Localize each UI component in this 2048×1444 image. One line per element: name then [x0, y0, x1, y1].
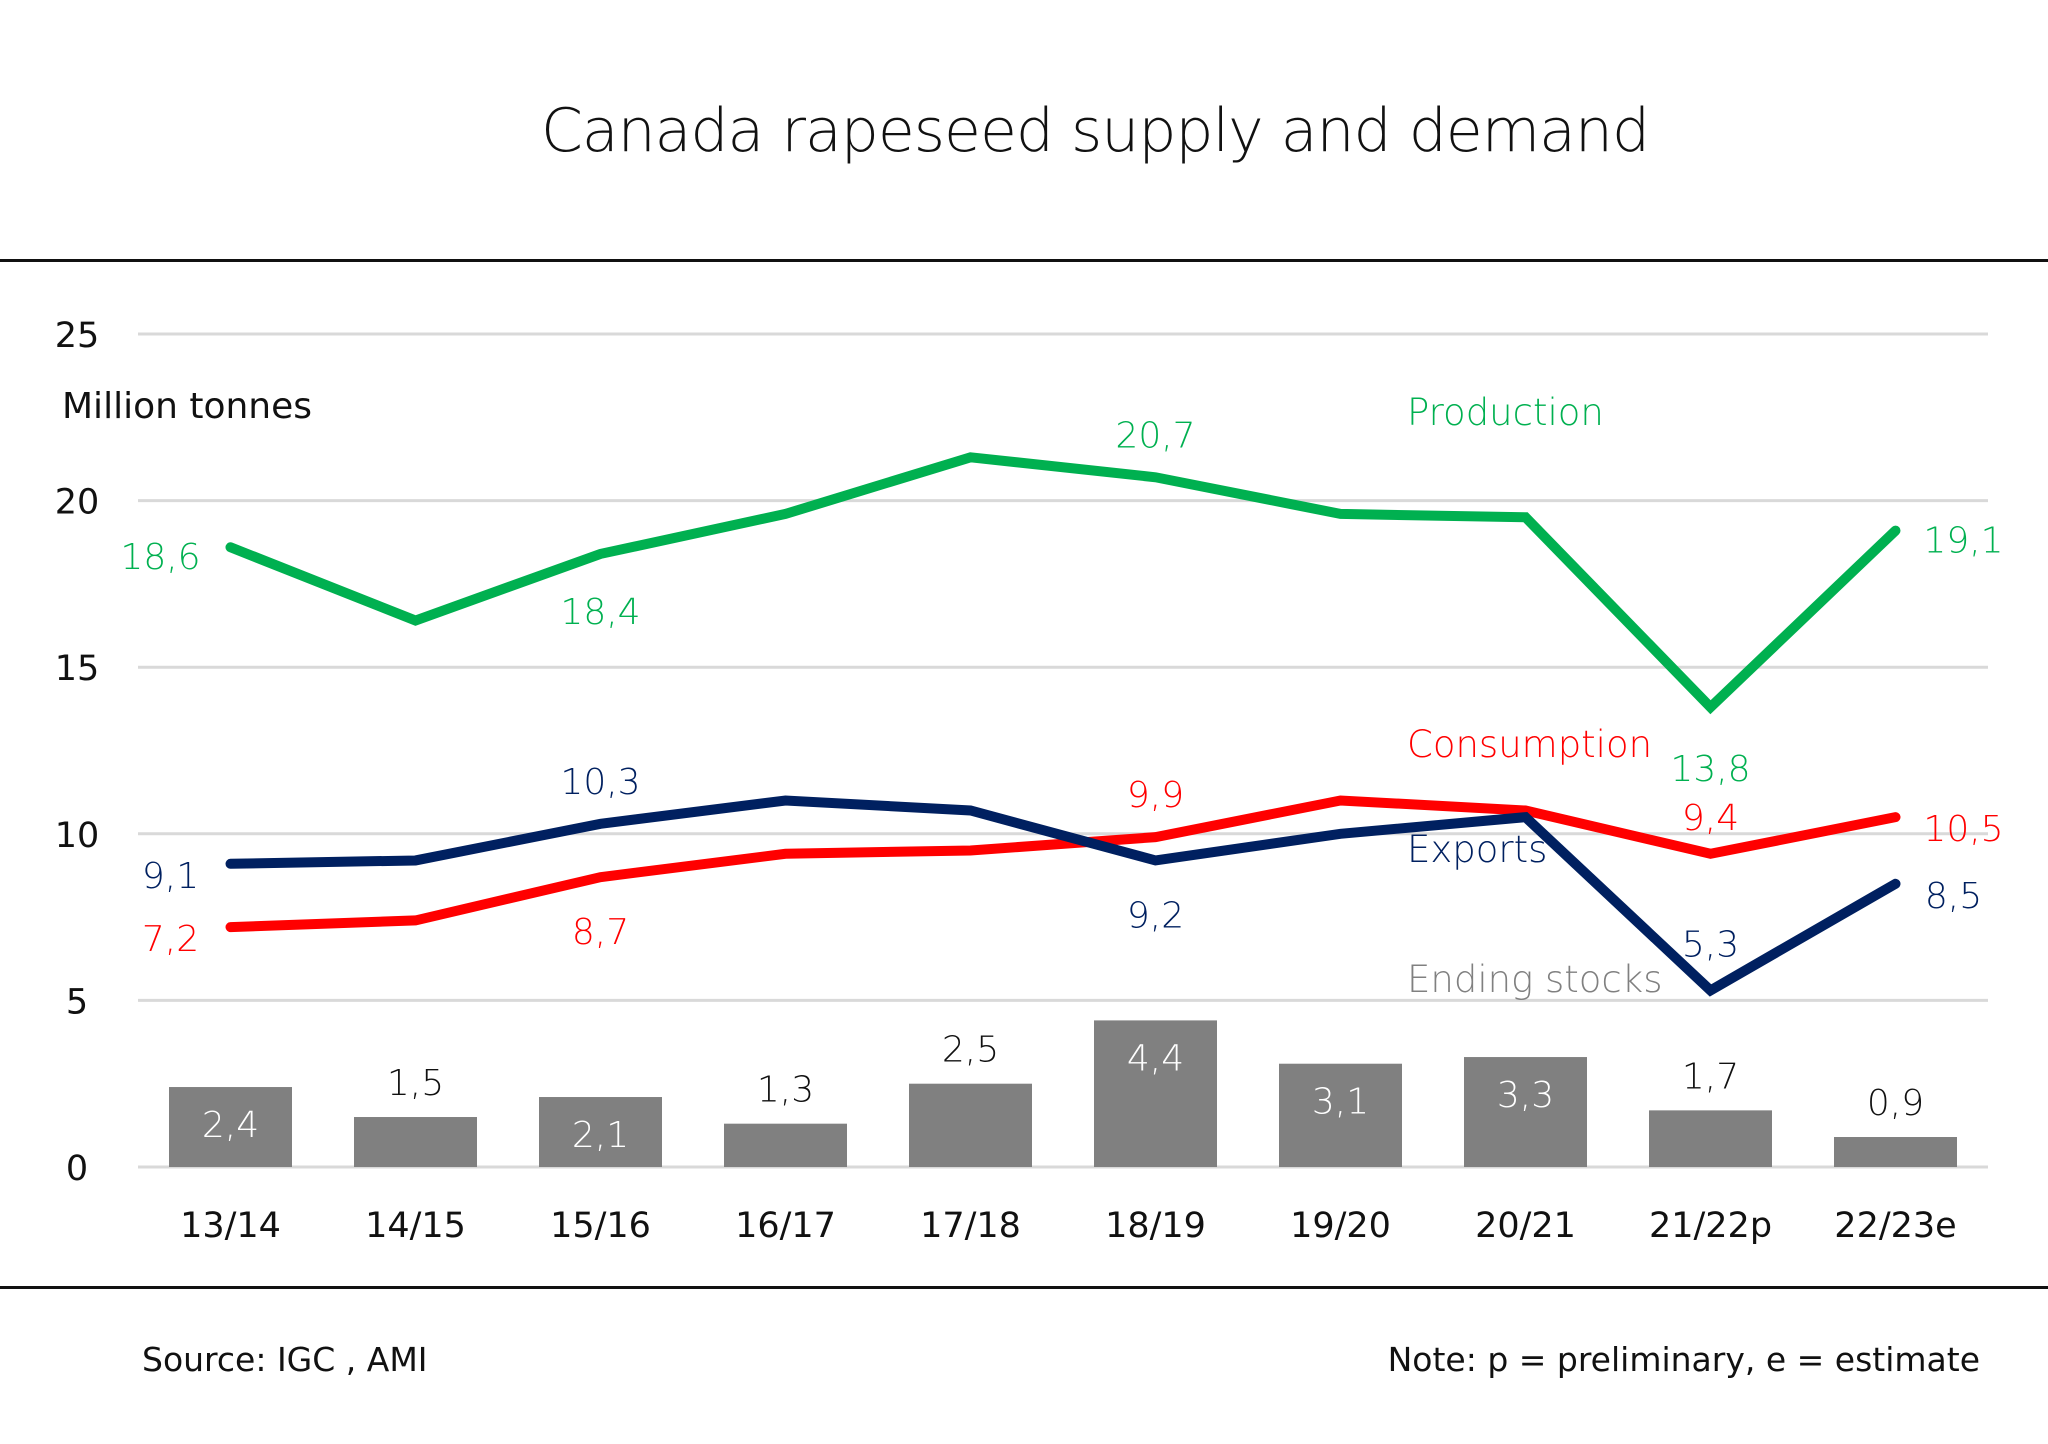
bar-ending-stocks	[539, 1097, 662, 1167]
y-tick-label: 20	[55, 483, 100, 523]
line-data-label: 18,6	[120, 537, 200, 578]
line-data-label: 9,2	[1127, 895, 1184, 936]
x-tick-label: 18/19	[1105, 1206, 1206, 1246]
bar-data-label: 3,1	[1312, 1082, 1369, 1123]
y-tick-label: 0	[66, 1149, 88, 1189]
x-tick-label: 17/18	[920, 1206, 1021, 1246]
x-tick-label: 16/17	[735, 1206, 836, 1246]
x-tick-label: 21/22p	[1649, 1206, 1772, 1246]
bar-ending-stocks	[1464, 1057, 1587, 1167]
y-tick-label: 5	[66, 982, 88, 1022]
bar-data-label: 0,9	[1867, 1083, 1924, 1124]
y-tick-label: 10	[55, 816, 100, 856]
x-tick-label: 14/15	[365, 1206, 466, 1246]
bar-ending-stocks	[1279, 1063, 1402, 1167]
line-data-label: 19,1	[1923, 521, 2003, 562]
x-tick-label: 19/20	[1290, 1206, 1391, 1246]
definition-note: Note: p = preliminary, e = estimate	[1387, 1340, 1980, 1379]
line-data-label: 13,8	[1670, 749, 1750, 790]
line-data-label: 20,7	[1115, 415, 1195, 456]
x-tick-label: 13/14	[180, 1206, 281, 1246]
ending-stocks-bars	[169, 1020, 1957, 1167]
top-divider	[0, 259, 2048, 262]
series-name-labels: Production Consumption Exports Ending stock…	[1407, 391, 1662, 1001]
y-axis-ticks: 0 5 10 15 20 25	[55, 316, 100, 1189]
bar-data-label: 2,4	[202, 1105, 259, 1146]
bar-ending-stocks	[354, 1117, 477, 1167]
bar-ending-stocks	[1834, 1137, 1957, 1167]
line-data-label: 10,5	[1923, 809, 2003, 850]
line-data-label: 8,5	[1925, 876, 1982, 917]
bar-data-label: 3,3	[1497, 1075, 1554, 1116]
line-data-label: 18,4	[560, 592, 640, 633]
x-tick-label: 20/21	[1475, 1206, 1576, 1246]
line-consumption	[225, 795, 1901, 933]
line-data-label: 9,9	[1127, 775, 1184, 816]
x-tick-label: 22/23e	[1834, 1206, 1956, 1246]
y-tick-label: 15	[55, 649, 100, 689]
bar-data-label: 2,1	[572, 1115, 629, 1156]
bottom-divider	[0, 1286, 2048, 1289]
series-label-production: Production	[1407, 391, 1604, 434]
series-label-exports: Exports	[1407, 828, 1547, 871]
bar-ending-stocks	[1094, 1020, 1217, 1167]
x-tick-label: 15/16	[550, 1206, 651, 1246]
series-label-ending-stocks: Ending stocks	[1407, 958, 1662, 1001]
y-tick-label: 25	[55, 316, 100, 356]
bar-data-label: 4,4	[1127, 1038, 1184, 1079]
line-data-label: 7,2	[142, 919, 199, 960]
line-exports	[225, 795, 1901, 997]
bar-ending-stocks	[169, 1087, 292, 1167]
series-label-consumption: Consumption	[1407, 723, 1652, 766]
line-data-label: 10,3	[560, 762, 640, 803]
bar-data-label: 1,3	[757, 1070, 814, 1111]
series-lines	[225, 452, 1901, 997]
line-production	[225, 452, 1901, 715]
x-axis-ticks: 13/14 14/15 15/16 16/17 17/18 18/19 19/20 20/21…	[180, 1206, 1957, 1246]
bar-ending-stocks	[909, 1083, 1032, 1167]
bar-data-label: 1,5	[387, 1063, 444, 1104]
chart-title: Canada rapeseed supply and demand	[540, 96, 1650, 166]
bar-data-label: 1,7	[1682, 1056, 1739, 1097]
line-data-label: 9,1	[142, 856, 199, 897]
source-note: Source: IGC , AMI	[142, 1340, 428, 1379]
bar-ending-stocks	[724, 1123, 847, 1167]
line-data-label: 8,7	[572, 912, 629, 953]
line-data-label: 9,4	[1682, 798, 1739, 839]
data-labels: 2,4 1,5 2,1 1,3 2,5 4,4 3,1 3,3 1,7 0,9 18,6 18,4 20…	[120, 415, 2003, 1156]
y-axis-label: Million tonnes	[62, 386, 312, 427]
line-data-label: 5,3	[1682, 924, 1739, 965]
bar-ending-stocks	[1649, 1110, 1772, 1167]
bar-data-label: 2,5	[942, 1030, 999, 1071]
